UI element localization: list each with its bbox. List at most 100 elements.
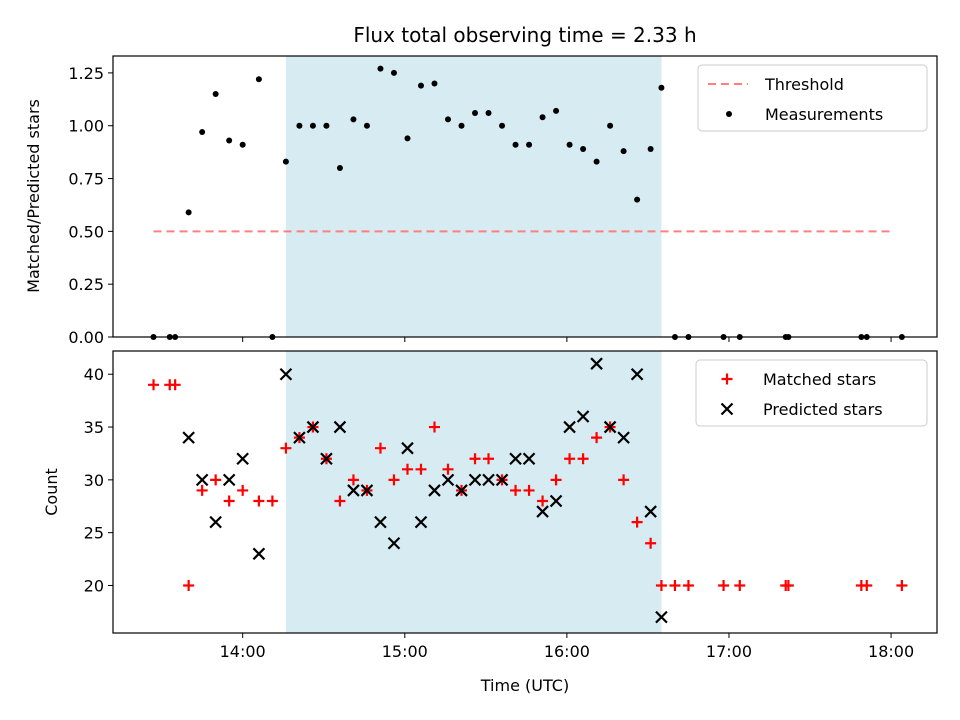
predicted-star-point [617, 431, 630, 444]
measurement-point [185, 209, 192, 216]
bottom-series-plus [148, 379, 908, 591]
top-legend-box [697, 64, 928, 132]
matched-star-point [577, 453, 589, 465]
measurement-point [499, 122, 506, 129]
matched-star-point [537, 495, 549, 507]
measurement-point [431, 80, 438, 87]
top-legend: Threshold Measurements [697, 64, 928, 132]
predicted-star-point [455, 484, 468, 497]
matched-star-point [401, 463, 413, 475]
top-y-tick-label: 0.75 [68, 170, 104, 189]
bottom-axes-frame [112, 350, 938, 634]
measurement-point [607, 122, 614, 129]
top-series-dots [150, 65, 905, 340]
top-y-tick-label: 1.25 [68, 64, 104, 83]
predicted-star-point [563, 420, 576, 434]
matched-star-point [196, 484, 208, 496]
bottom-panel: 20 25 30 35 40 14:00 15:00 16:00 17:00 18:00 Match… [84, 350, 938, 661]
predicted-star-point [414, 515, 428, 529]
legend-measurement-swatch [726, 111, 732, 117]
predicted-star-point [468, 473, 482, 487]
measurement-point [445, 116, 452, 123]
measurement-point [199, 129, 206, 136]
bottom-legend-label: Predicted stars [763, 400, 883, 419]
matched-star-point [388, 474, 400, 486]
predicted-star-point [387, 536, 401, 550]
matched-star-point [550, 474, 562, 486]
predicted-star-point [306, 420, 320, 434]
bottom-x-tick-label: 15:00 [382, 642, 428, 661]
measurement-point [658, 84, 665, 91]
predicted-star-point [401, 441, 414, 455]
bottom-x-tick-label: 18:00 [868, 642, 914, 661]
measurement-point [377, 65, 384, 72]
matched-star-point [374, 442, 386, 454]
top-observing-span [285, 56, 662, 337]
predicted-star-point [320, 452, 333, 466]
measurement-point [212, 91, 219, 98]
matched-star-point [148, 379, 160, 391]
legend-matched-swatch [721, 373, 733, 385]
matched-star-point [510, 484, 522, 496]
measurement-point [404, 135, 411, 142]
matched-star-point [782, 579, 794, 591]
predicted-star-point [590, 357, 603, 370]
measurement-point [620, 148, 627, 155]
measurement-point [566, 141, 573, 148]
matched-star-point [564, 453, 576, 465]
predicted-star-point [293, 431, 306, 444]
matched-star-point [669, 579, 681, 591]
predicted-star-point [333, 420, 347, 434]
bottom-y-tick-label: 35 [84, 418, 104, 437]
predicted-star-point [222, 473, 236, 487]
matched-star-point [523, 484, 535, 496]
top-y-tick-label: 0.25 [68, 275, 104, 294]
matched-star-point [183, 579, 195, 591]
matched-star-point [347, 474, 359, 486]
bottom-legend-label: Matched stars [763, 370, 876, 389]
bottom-y-tick-label: 25 [84, 524, 104, 543]
matched-star-point [237, 484, 249, 496]
measurement-point [526, 141, 533, 148]
predicted-star-point [195, 473, 209, 487]
matched-star-point [734, 579, 746, 591]
matched-star-point [428, 421, 440, 433]
predicted-star-point [209, 515, 222, 529]
predicted-star-point [495, 473, 509, 487]
predicted-star-point [236, 452, 249, 466]
predicted-star-point [536, 505, 549, 518]
matched-star-point [210, 474, 222, 486]
measurement-point [323, 122, 330, 129]
predicted-star-point [374, 515, 387, 529]
predicted-star-point [576, 410, 590, 423]
predicted-star-point [603, 420, 617, 434]
predicted-star-point [482, 473, 495, 487]
matched-star-point [483, 453, 495, 465]
measurement-point [458, 122, 465, 129]
predicted-star-point [644, 505, 657, 518]
matched-star-point [631, 516, 643, 528]
bottom-observing-span [285, 351, 662, 633]
measurement-point [363, 122, 370, 129]
measurement-point [512, 141, 519, 148]
matched-star-point [415, 463, 427, 475]
matched-star-point [618, 474, 630, 486]
predicted-star-point [347, 484, 360, 497]
matched-star-point [645, 537, 657, 549]
matched-star-point [169, 379, 181, 391]
measurement-point [390, 69, 397, 76]
bottom-legend: Matched stars Predicted stars [695, 359, 928, 427]
bottom-x-tick-label: 16:00 [544, 642, 590, 661]
predicted-star-point [509, 452, 522, 466]
measurement-point [472, 110, 479, 117]
predicted-star-point [522, 452, 536, 466]
predicted-star-point [630, 367, 644, 381]
measurement-point [417, 82, 424, 89]
predicted-star-point [655, 610, 668, 624]
matched-star-point [266, 495, 278, 507]
measurement-point [634, 196, 641, 203]
measurement-point [239, 141, 246, 148]
measurement-point [350, 116, 357, 123]
bottom-y-axis-title: Count [42, 468, 61, 516]
measurement-point [580, 145, 587, 152]
